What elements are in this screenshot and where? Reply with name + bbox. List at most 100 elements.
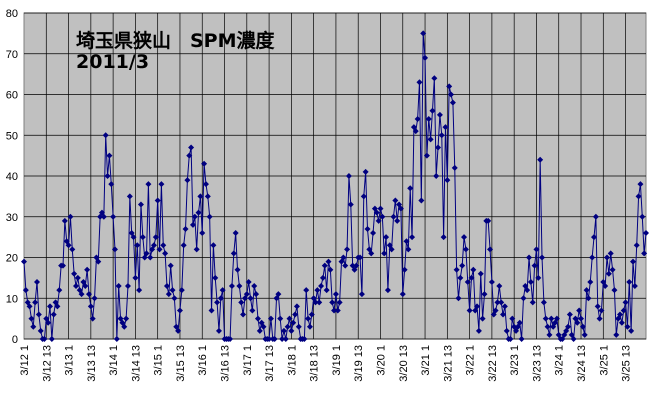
y-tick-label: 20 bbox=[6, 253, 18, 265]
data-point bbox=[368, 250, 375, 257]
data-point bbox=[444, 177, 451, 184]
x-tick-label: 3/15 1 bbox=[153, 345, 165, 376]
data-point bbox=[336, 299, 343, 306]
data-point bbox=[197, 193, 204, 200]
chart-subtitle: 2011/3 bbox=[76, 51, 149, 73]
data-point bbox=[399, 291, 406, 298]
data-point bbox=[383, 234, 390, 241]
data-point bbox=[45, 319, 52, 326]
data-point bbox=[626, 278, 633, 285]
data-point bbox=[158, 181, 165, 188]
x-tick-label: 3/21 13 bbox=[442, 345, 454, 382]
data-point bbox=[531, 262, 538, 269]
data-point bbox=[526, 254, 533, 261]
data-point bbox=[329, 299, 336, 306]
y-tick-label: 60 bbox=[6, 90, 18, 102]
data-point bbox=[37, 327, 44, 334]
data-point bbox=[323, 287, 330, 294]
data-point bbox=[32, 299, 39, 306]
data-point bbox=[319, 274, 326, 281]
data-point bbox=[594, 303, 601, 310]
data-point bbox=[641, 250, 648, 257]
data-point bbox=[249, 307, 256, 314]
data-point bbox=[425, 115, 432, 122]
y-tick-label: 40 bbox=[6, 171, 18, 183]
data-point bbox=[186, 152, 193, 159]
x-tick-label: 3/24 1 bbox=[554, 345, 566, 376]
data-point bbox=[533, 246, 540, 253]
x-tick-label: 3/13 1 bbox=[64, 345, 76, 376]
data-point bbox=[492, 307, 499, 314]
data-point bbox=[410, 124, 417, 131]
data-point bbox=[202, 181, 209, 188]
data-point bbox=[392, 197, 399, 204]
data-point bbox=[498, 299, 505, 306]
data-point bbox=[240, 311, 247, 318]
data-point bbox=[26, 303, 33, 310]
data-point bbox=[591, 234, 598, 241]
data-point bbox=[325, 258, 332, 265]
data-point bbox=[301, 336, 308, 342]
data-point bbox=[578, 315, 585, 322]
data-point bbox=[360, 193, 367, 200]
data-point bbox=[516, 319, 523, 326]
x-tick-label: 3/22 1 bbox=[465, 345, 477, 376]
data-point bbox=[546, 331, 553, 338]
data-point bbox=[243, 291, 250, 298]
data-point bbox=[238, 299, 245, 306]
data-point bbox=[180, 242, 187, 249]
y-tick-label: 80 bbox=[6, 8, 18, 20]
data-point bbox=[353, 262, 360, 269]
x-tick-label: 3/25 1 bbox=[598, 345, 610, 376]
data-point bbox=[232, 230, 239, 237]
data-point bbox=[331, 307, 338, 314]
data-point bbox=[414, 115, 421, 122]
data-point bbox=[518, 336, 525, 342]
data-point bbox=[137, 201, 144, 208]
data-point bbox=[71, 270, 78, 277]
data-point bbox=[602, 283, 609, 290]
data-point bbox=[308, 311, 315, 318]
data-point bbox=[466, 307, 473, 314]
data-point bbox=[156, 246, 163, 253]
data-point bbox=[282, 336, 289, 342]
data-point bbox=[106, 152, 113, 159]
data-point bbox=[288, 327, 295, 334]
data-point bbox=[48, 336, 55, 342]
data-point bbox=[442, 124, 449, 131]
x-tick-label: 3/23 13 bbox=[531, 345, 543, 382]
data-point bbox=[496, 283, 503, 290]
data-point bbox=[199, 230, 206, 237]
data-point bbox=[544, 323, 551, 330]
data-point bbox=[85, 291, 92, 298]
data-point bbox=[581, 331, 588, 338]
data-point bbox=[607, 250, 614, 257]
data-point bbox=[397, 205, 404, 212]
y-tick-label: 70 bbox=[6, 49, 18, 61]
data-point bbox=[89, 315, 96, 322]
data-point bbox=[507, 336, 514, 342]
data-point bbox=[548, 315, 555, 322]
data-point bbox=[316, 299, 323, 306]
data-point bbox=[583, 287, 590, 294]
data-point bbox=[150, 242, 157, 249]
data-point bbox=[362, 168, 369, 175]
data-point bbox=[566, 311, 573, 318]
x-tick-label: 3/16 1 bbox=[197, 345, 209, 376]
data-point bbox=[617, 311, 624, 318]
data-point bbox=[266, 336, 273, 342]
data-point bbox=[570, 336, 577, 342]
data-point bbox=[321, 262, 328, 269]
data-point bbox=[295, 323, 302, 330]
data-point bbox=[429, 107, 436, 114]
data-point bbox=[470, 266, 477, 273]
data-point bbox=[167, 262, 174, 269]
data-point bbox=[305, 315, 312, 322]
data-point bbox=[201, 160, 208, 167]
data-point bbox=[474, 303, 481, 310]
data-point bbox=[574, 319, 581, 326]
data-point bbox=[286, 315, 293, 322]
data-point bbox=[604, 254, 611, 261]
data-point bbox=[206, 213, 213, 220]
data-point bbox=[147, 254, 154, 261]
